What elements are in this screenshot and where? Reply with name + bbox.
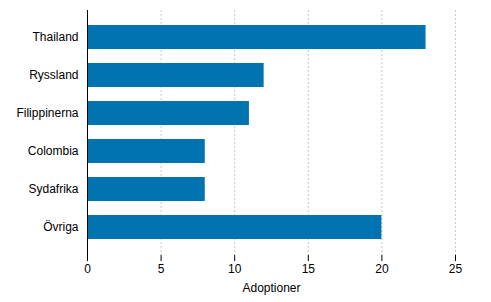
svg-text:Adoptioner: Adoptioner: [242, 281, 300, 295]
svg-text:Filippinerna: Filippinerna: [16, 106, 78, 120]
svg-text:0: 0: [84, 262, 91, 276]
svg-text:Övriga: Övriga: [43, 220, 79, 234]
svg-text:10: 10: [228, 262, 242, 276]
svg-text:20: 20: [375, 262, 389, 276]
svg-text:Ryssland: Ryssland: [29, 68, 78, 82]
svg-text:5: 5: [158, 262, 165, 276]
svg-text:Colombia: Colombia: [28, 144, 79, 158]
svg-text:Sydafrika: Sydafrika: [28, 182, 78, 196]
svg-text:Thailand: Thailand: [32, 30, 78, 44]
svg-text:15: 15: [302, 262, 316, 276]
svg-text:25: 25: [449, 262, 463, 276]
